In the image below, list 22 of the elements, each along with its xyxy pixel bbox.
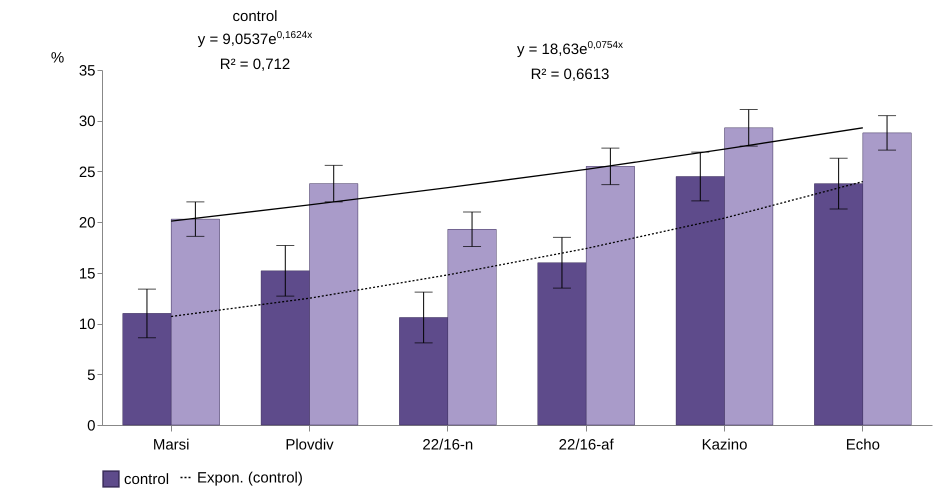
x-tick-label: Marsi [152, 436, 190, 454]
y-tick-label: 15 [78, 265, 96, 282]
y-tick-label: 25 [78, 164, 96, 181]
y-tick-label: 5 [87, 366, 96, 384]
y-tick-label: 10 [78, 316, 96, 334]
y-tick-label: 0 [87, 418, 96, 434]
text: y = 9,0537e$^{0,1624x}$ [198, 30, 312, 48]
y-tick-label: 35 [78, 62, 96, 80]
legend-label: Expon. (control) [197, 470, 303, 486]
annotation: R² = 0,712 [220, 56, 290, 73]
annotation: R² = 0,6613 [530, 66, 610, 83]
y-tick-label: 30 [78, 113, 96, 130]
x-tick-label: Plovdiv [285, 436, 334, 454]
x-tick-label: 22/16-af [558, 436, 615, 454]
text: y = 18,63e$^{0,0754x}$ [516, 40, 624, 58]
y-axis-title: % [50, 50, 64, 66]
x-tick-label: Kazino [702, 436, 748, 454]
legend-label: control [124, 471, 170, 488]
text: control [232, 8, 278, 25]
y-tick-label: 20 [78, 214, 96, 232]
x-tick-label: Echo [846, 436, 880, 454]
x-tick-label: 22/16-n [422, 436, 474, 454]
